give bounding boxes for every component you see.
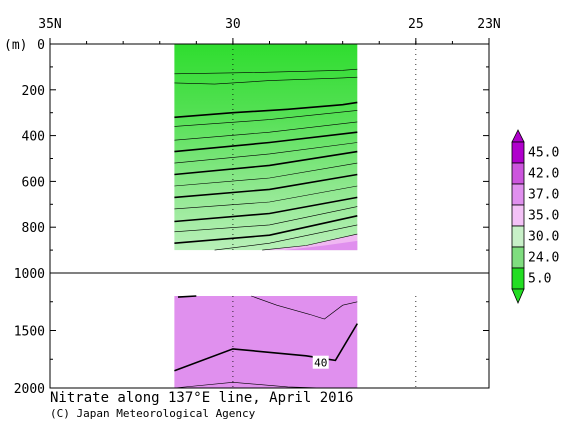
x-axis: 35N 30 25 23N xyxy=(38,17,501,388)
y-tick-label: 800 xyxy=(22,221,45,236)
colorbar-label: 45.0 xyxy=(528,146,559,161)
data-fills xyxy=(174,44,358,388)
contour-label-bg xyxy=(312,355,329,369)
y-tick-label: 400 xyxy=(22,130,45,145)
chart-title: Nitrate along 137°E line, April 2016 xyxy=(50,390,354,406)
contour-label: 40 xyxy=(314,357,327,370)
colorbar-swatch xyxy=(511,267,525,290)
colorbar-swatch xyxy=(511,162,525,185)
contour-line xyxy=(174,131,358,153)
colorbar-top-arrow xyxy=(511,129,525,143)
colorbar-swatch xyxy=(511,204,525,227)
contour-line xyxy=(174,101,358,119)
contour-line xyxy=(174,215,358,244)
contour-line xyxy=(174,323,358,372)
contour-line xyxy=(174,173,358,199)
colorbar: 45.0 42.0 37.0 35.0 30.0 24.0 5.0 xyxy=(511,129,559,305)
x-tick-label: 30 xyxy=(225,17,241,32)
y-tick-label: 1500 xyxy=(14,325,45,340)
y-unit-label: (m) xyxy=(4,38,27,53)
colorbar-label: 35.0 xyxy=(528,209,559,224)
contour-line xyxy=(262,233,358,251)
contour-line xyxy=(174,162,358,187)
contour-line xyxy=(251,295,358,320)
contour-line xyxy=(174,196,358,223)
chart-credit: (C) Japan Meteorological Agency xyxy=(50,407,256,420)
x-tick-label: 25 xyxy=(408,17,424,32)
y-tick-label: 2000 xyxy=(14,382,45,397)
upper-deep-fill xyxy=(284,240,358,251)
contour-line xyxy=(174,121,358,141)
x-tick-label: 23N xyxy=(477,17,500,32)
contour-line xyxy=(174,381,325,389)
y-tick-label: 0 xyxy=(37,38,45,53)
contour-line xyxy=(174,68,358,75)
colorbar-swatch xyxy=(511,183,525,206)
colorbar-label: 24.0 xyxy=(528,251,559,266)
lower-data-fill xyxy=(174,296,358,388)
x-tick-label: 35N xyxy=(38,17,61,32)
colorbar-label: 37.0 xyxy=(528,188,559,203)
colorbar-label: 42.0 xyxy=(528,167,559,182)
y-tick-label: 600 xyxy=(22,175,45,190)
contour-line xyxy=(174,76,358,85)
colorbar-bottom-arrow xyxy=(511,288,525,305)
contour-line xyxy=(214,224,358,251)
y-tick-label: 1000 xyxy=(14,267,45,282)
contour-line xyxy=(174,142,358,164)
y-axis: 0 200 400 600 800 1000 1500 2000 xyxy=(14,38,489,397)
colorbar-swatch xyxy=(511,246,525,269)
contour-line xyxy=(174,206,358,233)
contour-line xyxy=(174,150,358,176)
contour-line xyxy=(174,185,358,210)
contour-lines: 40 xyxy=(174,68,358,389)
colorbar-label: 30.0 xyxy=(528,230,559,245)
colorbar-swatch xyxy=(511,141,525,164)
contour-line xyxy=(174,110,358,127)
colorbar-swatch xyxy=(511,225,525,248)
contour-line xyxy=(177,295,197,298)
y-tick-label: 200 xyxy=(22,84,45,99)
colorbar-label: 5.0 xyxy=(528,272,551,287)
